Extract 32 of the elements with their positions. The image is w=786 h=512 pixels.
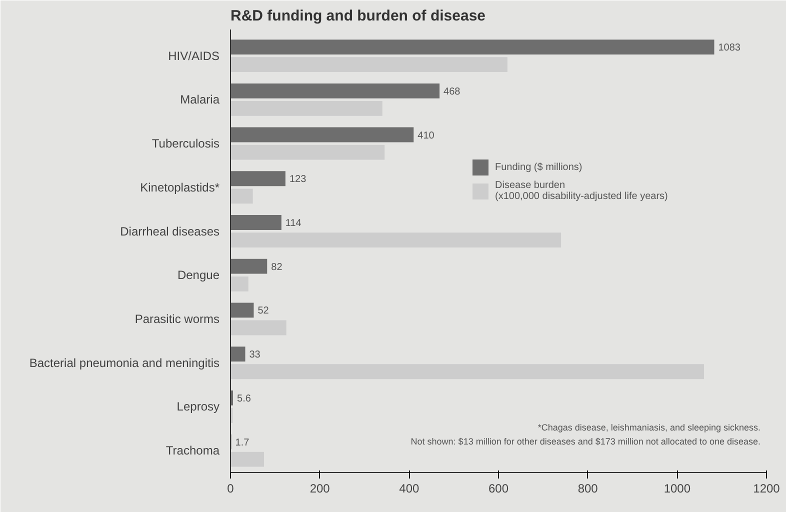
data-label: 82: [271, 262, 283, 273]
y-tick-label: Kinetoplastids*: [140, 180, 220, 194]
x-tick-label: 0: [227, 482, 234, 496]
x-tick-label: 1200: [753, 482, 780, 496]
chart-title: R&D funding and burden of disease: [230, 8, 486, 24]
x-tick-label: 1000: [664, 482, 691, 496]
y-tick-label: Parasitic worms: [134, 312, 220, 326]
y-tick-label: HIV/AIDS: [168, 48, 220, 63]
data-label: 123: [289, 174, 307, 186]
data-label: 1083: [718, 42, 741, 54]
y-tick-label: Malaria: [180, 92, 220, 107]
data-label: 52: [258, 306, 270, 317]
annotation: Not shown: $13 million for other diseases and $173 million not allocated to one disease.: [410, 436, 761, 446]
legend-label: Disease burden (x100,000 disability-adjusted life years): [495, 180, 668, 202]
y-tick-label: Bacterial pneumonia and meningitis: [29, 356, 220, 370]
data-label: 33: [249, 350, 261, 361]
data-label: 114: [285, 218, 302, 229]
x-tick-label: 800: [578, 482, 598, 496]
y-tick-label: Dengue: [177, 268, 220, 282]
y-tick-label: Tuberculosis: [152, 136, 220, 151]
y-tick-label: Leprosy: [176, 400, 220, 414]
x-tick-label: 600: [488, 482, 509, 496]
data-label: 410: [418, 130, 435, 142]
data-label: 468: [444, 86, 461, 98]
y-tick-label: Trachoma: [166, 444, 220, 458]
annotation: *Chagas disease, leishmaniasis, and sleeping sickness.: [538, 422, 760, 432]
x-tick-label: 400: [399, 482, 420, 496]
y-tick-label: Diarrheal diseases: [120, 224, 220, 238]
data-label: 1.7: [235, 437, 250, 448]
data-label: 5.6: [237, 393, 252, 404]
legend-label: Funding ($ millions): [495, 162, 582, 172]
x-tick-label: 200: [310, 482, 330, 496]
